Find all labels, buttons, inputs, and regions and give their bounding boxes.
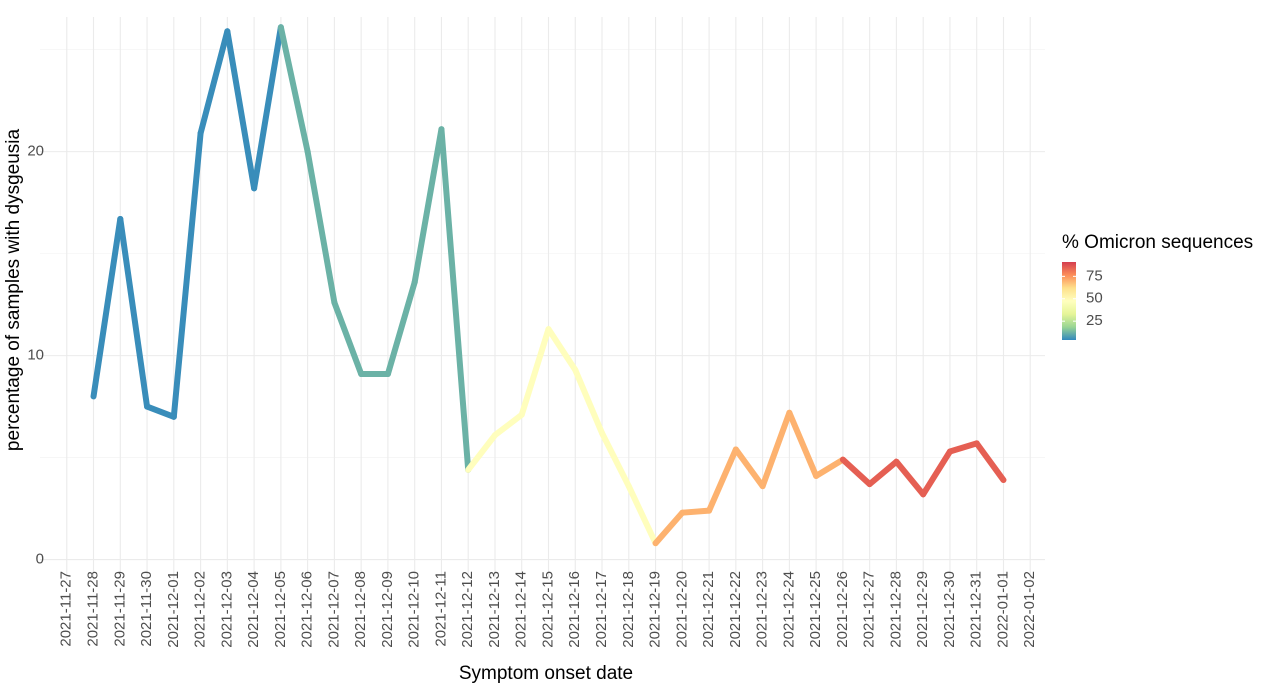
x-tick-label: 2021-12-09 <box>379 571 396 648</box>
line-segment <box>946 440 980 455</box>
x-tick-label: 2021-12-20 <box>673 571 690 648</box>
x-tick-label: 2021-12-12 <box>459 571 476 648</box>
x-tick-label: 2021-11-27 <box>58 571 75 647</box>
line-segment <box>866 458 900 488</box>
color-bar <box>1062 262 1076 340</box>
x-tick-label: 2021-12-16 <box>566 571 583 648</box>
line-segment <box>732 446 766 490</box>
x-tick-label: 2021-12-04 <box>245 571 262 648</box>
line-segment <box>652 509 686 547</box>
x-tick-label: 2021-12-27 <box>861 571 878 648</box>
legend-title: % Omicron sequences <box>1062 232 1253 253</box>
line-segment <box>893 458 927 498</box>
color-tick-label: 25 <box>1086 312 1103 329</box>
x-tick-label: 2021-12-01 <box>165 571 182 648</box>
x-tick-label: 2021-12-29 <box>914 571 931 648</box>
line-segment <box>491 411 525 439</box>
line-segment <box>170 130 204 420</box>
x-tick-label: 2021-12-03 <box>218 571 235 648</box>
y-tick-label: 10 <box>27 347 44 364</box>
x-tick-label: 2021-12-14 <box>513 571 530 648</box>
x-tick-label: 2021-12-02 <box>192 571 209 648</box>
line-segment <box>706 446 739 514</box>
line-segment <box>518 326 552 418</box>
x-axis-title: Symptom onset date <box>459 663 633 684</box>
line-segment <box>224 28 258 192</box>
color-tick-label: 75 <box>1086 267 1103 284</box>
x-tick-label: 2021-11-28 <box>84 571 101 647</box>
x-tick-label: 2021-12-18 <box>620 571 637 648</box>
x-tick-label: 2021-12-23 <box>754 571 771 648</box>
x-tick-label: 2021-12-31 <box>968 571 985 648</box>
x-tick-label: 2022-01-02 <box>1021 571 1038 648</box>
x-tick-label: 2021-12-30 <box>941 571 958 648</box>
line-segment <box>438 126 472 473</box>
x-tick-label: 2021-12-13 <box>486 571 503 648</box>
x-tick-label: 2021-12-24 <box>780 571 797 648</box>
x-tick-label: 2021-12-21 <box>700 571 717 648</box>
line-segment <box>759 409 793 490</box>
x-tick-label: 2022-01-01 <box>994 571 1011 648</box>
x-tick-label: 2021-12-11 <box>432 571 449 647</box>
x-tick-label: 2021-12-05 <box>272 571 289 648</box>
x-tick-label: 2021-12-26 <box>834 571 851 648</box>
line-segment <box>679 507 713 516</box>
x-tick-label: 2021-12-28 <box>887 571 904 648</box>
line-segment <box>625 483 659 547</box>
y-axis-title: percentage of samples with dysgeusia <box>3 129 24 452</box>
line-segment <box>197 28 231 137</box>
x-tick-label: 2021-11-30 <box>138 571 155 647</box>
x-tick-label: 2021-12-08 <box>352 571 369 648</box>
line-segment <box>117 215 151 410</box>
line-segment <box>144 403 177 420</box>
line-segment <box>90 215 124 400</box>
line-segment <box>384 279 418 377</box>
x-tick-label: 2021-12-10 <box>406 571 423 648</box>
line-segment <box>304 148 338 306</box>
line-segment <box>786 409 820 479</box>
y-tick-label: 20 <box>27 143 44 160</box>
x-tick-label: 2021-12-25 <box>807 571 824 648</box>
line-segment <box>411 126 445 286</box>
line-segment <box>920 448 953 498</box>
line-segment <box>599 430 632 490</box>
x-tick-label: 2021-12-17 <box>593 571 610 648</box>
x-tick-label: 2021-11-29 <box>111 571 128 647</box>
line-segment <box>973 440 1007 484</box>
line-segment <box>572 366 606 437</box>
x-tick-label: 2021-12-06 <box>299 571 316 648</box>
x-tick-label: 2021-12-07 <box>325 571 342 648</box>
line-segment <box>545 326 579 373</box>
line-segment <box>465 432 498 473</box>
x-tick-label: 2021-12-22 <box>727 571 744 648</box>
line-segment <box>251 24 284 192</box>
y-tick-label: 0 <box>36 551 44 568</box>
x-tick-label: 2021-12-15 <box>539 571 556 648</box>
line-segment <box>331 299 365 377</box>
color-tick-label: 50 <box>1086 290 1103 307</box>
line-segment <box>277 24 311 155</box>
line-segment <box>839 456 873 488</box>
x-tick-label: 2021-12-19 <box>647 571 664 648</box>
line-segment <box>813 456 846 479</box>
